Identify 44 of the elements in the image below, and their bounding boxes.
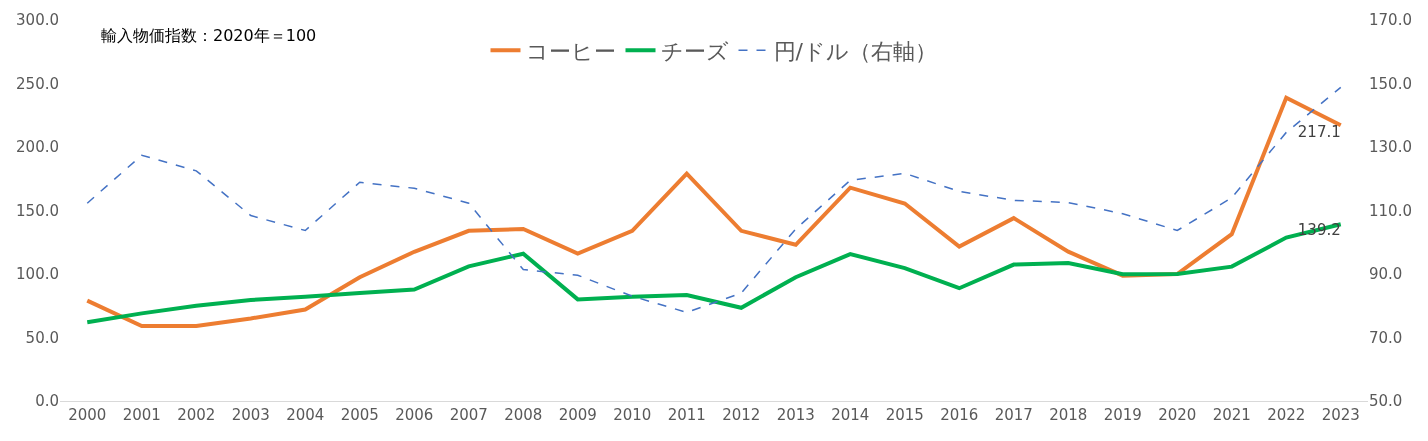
y2-tick-label: 70.0	[1369, 328, 1403, 347]
x-tick-label: 2005	[340, 406, 379, 424]
y2-tick-label: 130.0	[1369, 138, 1412, 157]
x-tick-label: 2023	[1321, 406, 1360, 424]
y2-tick-label: 50.0	[1369, 392, 1403, 411]
x-tick-label: 2008	[504, 406, 543, 424]
x-tick-label: 2003	[231, 406, 270, 424]
line-series	[85, 222, 1343, 325]
y2-tick-label: 110.0	[1369, 201, 1412, 220]
x-tick-label: 2013	[776, 406, 815, 424]
x-tick-label: 2022	[1267, 406, 1306, 424]
y-tick-label: 50.0	[25, 328, 59, 347]
data-label: 217.1	[1297, 122, 1341, 141]
legend-label: 円/ドル（右軸）	[773, 38, 937, 64]
y2-tick-label: 150.0	[1369, 74, 1412, 93]
y-tick-label: 150.0	[16, 201, 59, 220]
x-tick-label: 2010	[613, 406, 652, 424]
annotation: 輸入物価指数：2020年＝100	[101, 26, 317, 45]
x-tick-label: 2016	[940, 406, 979, 424]
y-tick-label: 300.0	[16, 11, 59, 30]
y-tick-label: 100.0	[16, 265, 59, 284]
x-tick-label: 2021	[1212, 406, 1251, 424]
x-tick-label: 2019	[1103, 406, 1142, 424]
x-tick-label: 2018	[1049, 406, 1088, 424]
x-tick-label: 2017	[994, 406, 1033, 424]
y2-tick-label: 170.0	[1369, 11, 1412, 30]
x-tick-label: 2000	[68, 406, 107, 424]
y-tick-label: 0.0	[35, 392, 59, 411]
y-tick-label: 250.0	[16, 74, 59, 93]
x-tick-label: 2011	[667, 406, 706, 424]
x-tick-label: 2001	[122, 406, 161, 424]
y-tick-label: 200.0	[16, 138, 59, 157]
legend-label: チーズ	[660, 38, 729, 64]
y2-tick-label: 90.0	[1369, 265, 1403, 284]
x-tick-label: 2006	[395, 406, 434, 424]
x-tick-label: 2009	[558, 406, 597, 424]
x-tick-label: 2004	[286, 406, 325, 424]
x-tick-label: 2012	[722, 406, 761, 424]
x-tick-label: 2015	[885, 406, 924, 424]
x-tick-label: 2007	[449, 406, 488, 424]
legend-label: コーヒー	[525, 38, 616, 64]
x-tick-label: 2020	[1158, 406, 1197, 424]
x-tick-label: 2014	[831, 406, 870, 424]
x-tick-label: 2002	[177, 406, 216, 424]
